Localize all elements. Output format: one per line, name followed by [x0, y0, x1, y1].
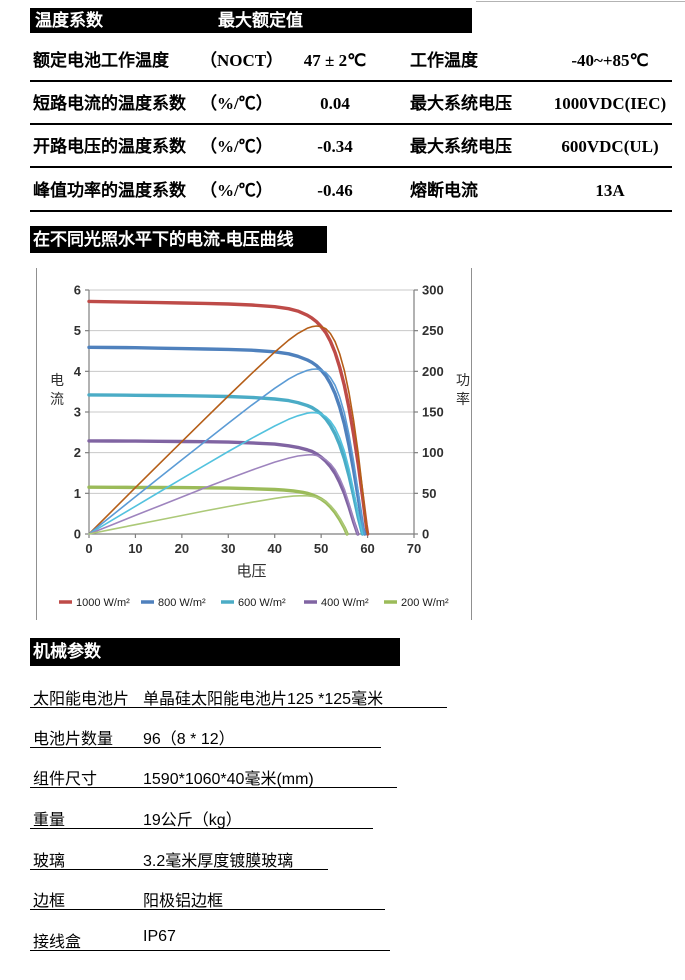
mech-section-header-bar: 机械参数 [30, 638, 400, 666]
pv-curve-600 [88, 411, 364, 535]
legend-label-400: 400 W/m² [321, 597, 369, 609]
spec-value-2: 1000VDC(IEC) [553, 94, 667, 113]
left-axis-title: 流 [50, 391, 64, 407]
mech-value: 96（8 * 12） [143, 731, 235, 748]
spec-unit: （%/℃） [200, 181, 273, 200]
mech-row-junction-box: 接线盒 IP67 [30, 922, 390, 951]
legend-label-600: 600 W/m² [238, 597, 286, 609]
spec-value: -0.46 [317, 181, 353, 200]
pv-curve-800 [88, 368, 366, 535]
spec-header-title-2: 最大额定值 [218, 11, 303, 30]
left-tick-label: 3 [74, 405, 81, 420]
iv-pv-chart-container: 0 1 2 3 4 5 6 0 50 100 150 200 250 300 0 10 20 30 40 50 60 70… [36, 268, 472, 620]
mech-row-cell-count: 电池片数量 96（8 * 12） [30, 719, 381, 748]
spec-row-voc-coeff: 开路电压的温度系数 （%/℃） -0.34 最大系统电压 600VDC(UL) [30, 124, 672, 168]
spec-label-2: 最大系统电压 [410, 94, 512, 113]
mech-label: 组件尺寸 [33, 771, 98, 788]
pv-curve-200 [88, 494, 348, 535]
left-tick-label: 1 [74, 486, 81, 501]
mech-value: 阳极铝边框 [143, 893, 224, 910]
left-tick-label: 6 [74, 283, 81, 298]
mech-label: 重量 [33, 812, 66, 829]
mech-value: IP67 [143, 928, 176, 945]
left-tick-label: 0 [74, 527, 81, 542]
spec-value-2: 13A [595, 181, 625, 200]
chart-section-title: 在不同光照水平下的电流-电压曲线 [33, 230, 294, 249]
spec-label-2: 最大系统电压 [410, 137, 512, 156]
mech-section-title: 机械参数 [33, 642, 101, 661]
legend-label-1000: 1000 W/m² [76, 597, 130, 609]
spec-row-noct: 额定电池工作温度 （NOCT） 47 ± 2℃ 工作温度 -40~+85℃ [30, 38, 672, 82]
mech-label: 太阳能电池片 [33, 691, 130, 708]
mech-row-glass: 玻璃 3.2毫米厚度镀膜玻璃 [30, 841, 328, 870]
x-axis-title: 电压 [236, 563, 266, 580]
legend-label-800: 800 W/m² [158, 597, 206, 609]
spec-label: 额定电池工作温度 [33, 51, 169, 70]
pv-curve-400 [88, 453, 359, 535]
spec-label-2: 工作温度 [410, 51, 478, 70]
spec-unit: （NOCT） [200, 51, 284, 70]
left-tick-label: 2 [74, 445, 81, 460]
right-tick-label: 100 [422, 445, 444, 460]
spec-unit: （%/℃） [200, 137, 273, 156]
mech-label: 接线盒 [33, 934, 82, 951]
iv-curve-1000 [87, 299, 370, 536]
mech-label: 电池片数量 [33, 731, 114, 748]
mech-value: 单晶硅太阳能电池片125 *125毫米 [143, 691, 384, 708]
spec-value: -0.34 [317, 137, 353, 156]
spec-value-2: -40~+85℃ [571, 51, 649, 70]
spec-section-header-bar: 温度系数 最大额定值 [30, 8, 472, 33]
left-axis-title: 电 [50, 372, 64, 388]
x-tick-label: 70 [407, 541, 421, 556]
right-tick-label: 0 [422, 527, 429, 542]
x-tick-label: 40 [267, 541, 281, 556]
left-tick-label: 5 [74, 323, 81, 338]
mech-row-module-size: 组件尺寸 1590*1060*40毫米(mm) [30, 759, 397, 788]
spec-value: 47 ± 2℃ [303, 51, 367, 70]
x-tick-label: 0 [85, 541, 92, 556]
right-tick-label: 250 [422, 323, 444, 338]
iv-curve-600 [87, 393, 365, 536]
x-tick-label: 20 [175, 541, 189, 556]
iv-curve-800 [87, 345, 367, 536]
spec-value: 0.04 [320, 94, 350, 113]
mech-row-frame: 边框 阳极铝边框 [30, 881, 385, 910]
right-tick-label: 200 [422, 364, 444, 379]
right-tick-label: 150 [422, 405, 444, 420]
spec-unit: （%/℃） [200, 94, 273, 113]
iv-curve-400 [87, 439, 360, 536]
spec-label: 峰值功率的温度系数 [33, 181, 186, 200]
spec-label: 短路电流的温度系数 [33, 94, 186, 113]
mech-row-weight: 重量 19公斤（kg） [30, 800, 373, 829]
mech-value: 19公斤（kg） [143, 812, 242, 829]
spec-row-isc-coeff: 短路电流的温度系数 （%/℃） 0.04 最大系统电压 1000VDC(IEC) [30, 81, 672, 125]
mech-value: 3.2毫米厚度镀膜玻璃 [143, 853, 294, 870]
right-axis-title: 率 [456, 391, 470, 407]
x-tick-label: 60 [360, 541, 374, 556]
right-tick-label: 300 [422, 283, 444, 298]
x-tick-label: 10 [128, 541, 142, 556]
mech-row-solar-cell: 太阳能电池片 单晶硅太阳能电池片125 *125毫米 [30, 679, 447, 708]
left-tick-label: 4 [74, 364, 82, 379]
right-tick-label: 50 [422, 486, 436, 501]
mech-label: 玻璃 [33, 853, 66, 870]
mech-label: 边框 [33, 893, 66, 910]
spec-label: 开路电压的温度系数 [33, 137, 186, 156]
spec-label-2: 熔断电流 [410, 181, 478, 200]
x-tick-label: 30 [221, 541, 235, 556]
spec-row-pmax-coeff: 峰值功率的温度系数 （%/℃） -0.46 熔断电流 13A [30, 168, 672, 212]
x-tick-label: 50 [314, 541, 328, 556]
mech-value: 1590*1060*40毫米(mm) [143, 771, 314, 788]
right-axis-title: 功 [456, 372, 470, 388]
spec-value-2: 600VDC(UL) [561, 137, 659, 156]
spec-header-title: 温度系数 [35, 11, 103, 30]
pv-curve-1000 [88, 325, 369, 535]
page-top-border [476, 1, 685, 2]
legend-label-200: 200 W/m² [401, 597, 449, 609]
chart-section-header-bar: 在不同光照水平下的电流-电压曲线 [30, 226, 327, 253]
